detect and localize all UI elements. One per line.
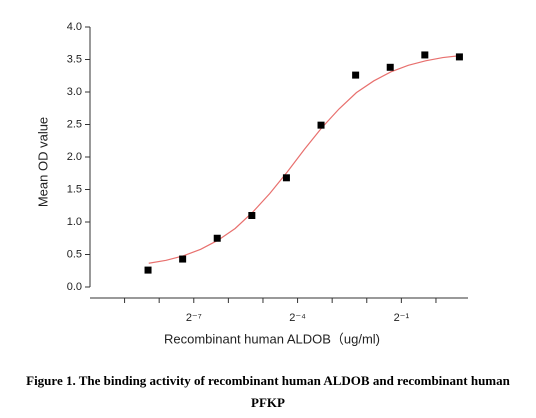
data-point — [248, 212, 256, 219]
y-tick-label: 2.0 — [67, 151, 82, 163]
data-point — [282, 174, 290, 182]
x-tick-label: 2⁻⁴ — [289, 312, 306, 324]
x-tick-label: 2⁻⁷ — [186, 312, 202, 324]
data-point — [144, 266, 152, 274]
x-axis-label: Recombinant human ALDOB（ug/ml) — [164, 331, 380, 346]
y-tick-label: 0.5 — [67, 248, 82, 260]
y-tick-label: 3.0 — [67, 86, 82, 98]
fit-curve — [148, 55, 461, 264]
data-point — [352, 71, 360, 79]
chart: Recombinant human ALDOB（ug/ml) Mean OD v… — [35, 21, 468, 346]
data-point — [421, 51, 429, 59]
caption: Figure 1. The binding activity of recomb… — [26, 373, 510, 410]
data-point — [317, 121, 325, 129]
y-tick-label: 1.0 — [67, 216, 82, 228]
data-point — [386, 63, 394, 71]
y-tick-label: 3.5 — [67, 53, 82, 65]
x-tick-label: 2⁻¹ — [394, 312, 410, 324]
y-tick-label: 1.5 — [67, 183, 82, 195]
data-point — [179, 255, 187, 263]
data-point — [213, 234, 221, 242]
y-axis-label: Mean OD value — [35, 117, 50, 207]
data-point — [455, 53, 463, 61]
y-tick-label: 2.5 — [67, 118, 82, 130]
y-tick-label: 4.0 — [67, 21, 82, 33]
y-tick-label: 0.0 — [67, 281, 82, 293]
